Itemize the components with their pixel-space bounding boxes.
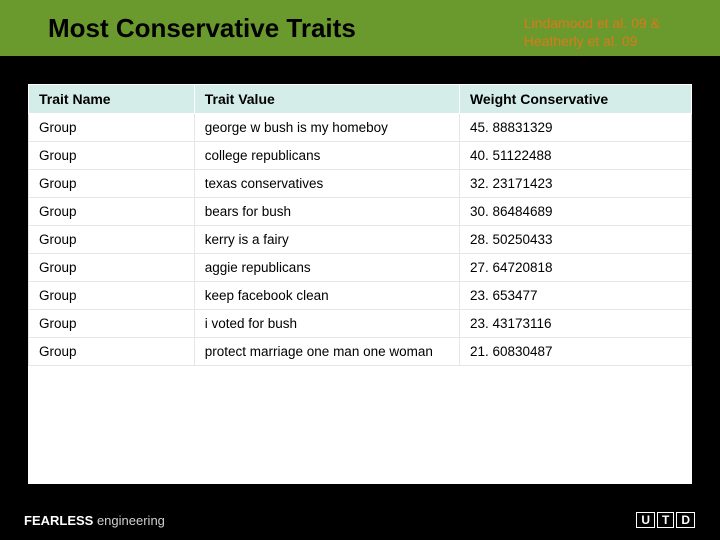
logo-letter-d: D bbox=[676, 512, 695, 528]
footer-light: engineering bbox=[93, 513, 165, 528]
table-cell: 27. 64720818 bbox=[459, 254, 691, 282]
table-cell: Group bbox=[29, 310, 195, 338]
table-cell: Group bbox=[29, 282, 195, 310]
table-cell: keep facebook clean bbox=[194, 282, 459, 310]
logo-letter-u: U bbox=[636, 512, 655, 528]
col-weight: Weight Conservative bbox=[459, 85, 691, 114]
table-row: Grouptexas conservatives32. 23171423 bbox=[29, 170, 692, 198]
table-cell: 28. 50250433 bbox=[459, 226, 691, 254]
table-row: Groupgeorge w bush is my homeboy45. 8883… bbox=[29, 114, 692, 142]
table-cell: texas conservatives bbox=[194, 170, 459, 198]
footer-tagline: FEARLESS engineering bbox=[24, 513, 165, 528]
table-row: Groupcollege republicans40. 51122488 bbox=[29, 142, 692, 170]
table-row: Groupbears for bush30. 86484689 bbox=[29, 198, 692, 226]
table-cell: i voted for bush bbox=[194, 310, 459, 338]
table-row: Groupkerry is a fairy28. 50250433 bbox=[29, 226, 692, 254]
table-row: Groupaggie republicans27. 64720818 bbox=[29, 254, 692, 282]
table-cell: college republicans bbox=[194, 142, 459, 170]
slide-title: Most Conservative Traits bbox=[48, 13, 356, 44]
table-cell: 23. 43173116 bbox=[459, 310, 691, 338]
table-cell: aggie republicans bbox=[194, 254, 459, 282]
table-row: Groupkeep facebook clean23. 653477 bbox=[29, 282, 692, 310]
footer: FEARLESS engineering U T D bbox=[24, 512, 696, 528]
table-cell: Group bbox=[29, 338, 195, 366]
table-cell: protect marriage one man one woman bbox=[194, 338, 459, 366]
table-cell: 45. 88831329 bbox=[459, 114, 691, 142]
content-area: Trait Name Trait Value Weight Conservati… bbox=[28, 84, 692, 484]
title-bar: Most Conservative Traits Lindamood et al… bbox=[0, 0, 720, 56]
table-cell: Group bbox=[29, 142, 195, 170]
table-cell: 23. 653477 bbox=[459, 282, 691, 310]
table-cell: Group bbox=[29, 198, 195, 226]
citation-line-1: Lindamood et al. 09 & bbox=[524, 14, 660, 32]
table-row: Groupi voted for bush23. 43173116 bbox=[29, 310, 692, 338]
table-cell: Group bbox=[29, 170, 195, 198]
citation: Lindamood et al. 09 & Heatherly et al. 0… bbox=[524, 14, 660, 50]
table-cell: 21. 60830487 bbox=[459, 338, 691, 366]
table-cell: Group bbox=[29, 254, 195, 282]
table-cell: kerry is a fairy bbox=[194, 226, 459, 254]
citation-line-2: Heatherly et al. 09 bbox=[524, 32, 660, 50]
table-cell: bears for bush bbox=[194, 198, 459, 226]
footer-bold: FEARLESS bbox=[24, 513, 93, 528]
table-cell: Group bbox=[29, 226, 195, 254]
table-cell: 40. 51122488 bbox=[459, 142, 691, 170]
table-cell: george w bush is my homeboy bbox=[194, 114, 459, 142]
logo-letter-t: T bbox=[657, 512, 674, 528]
col-trait-name: Trait Name bbox=[29, 85, 195, 114]
utd-logo: U T D bbox=[635, 512, 696, 528]
col-trait-value: Trait Value bbox=[194, 85, 459, 114]
table-row: Groupprotect marriage one man one woman2… bbox=[29, 338, 692, 366]
table-cell: 30. 86484689 bbox=[459, 198, 691, 226]
table-cell: 32. 23171423 bbox=[459, 170, 691, 198]
table-header-row: Trait Name Trait Value Weight Conservati… bbox=[29, 85, 692, 114]
traits-table: Trait Name Trait Value Weight Conservati… bbox=[28, 84, 692, 366]
table-cell: Group bbox=[29, 114, 195, 142]
